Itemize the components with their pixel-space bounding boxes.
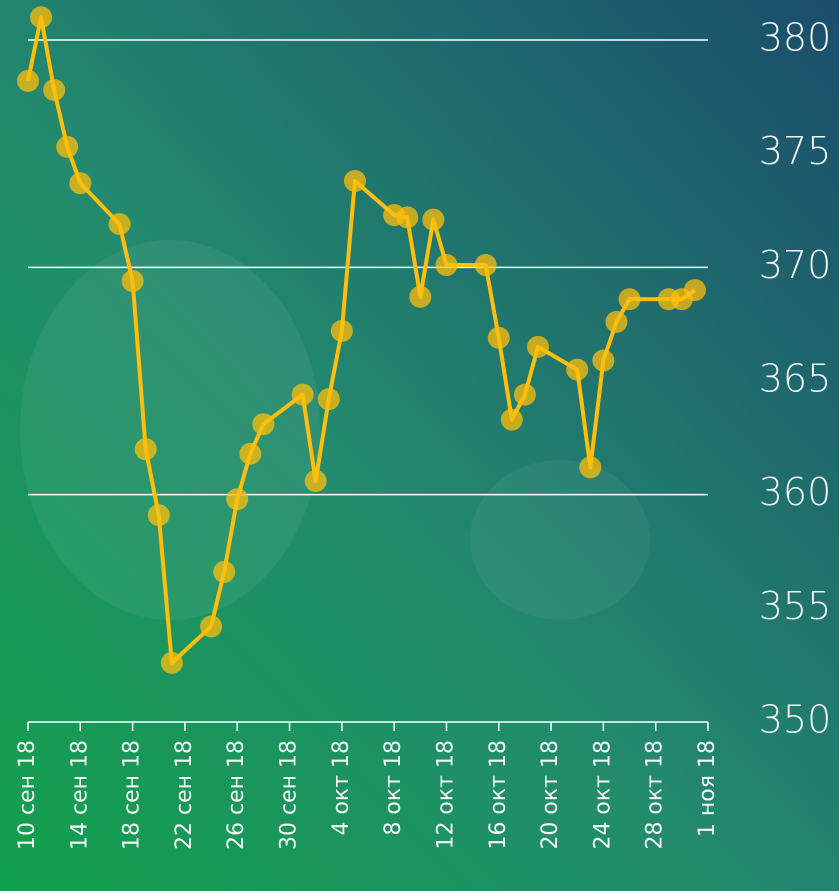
point (43, 79, 66, 102)
y-tick-label: 355 (759, 584, 832, 628)
x-tick-label: 16 окт 18 (486, 740, 511, 850)
y-tick-label: 365 (759, 357, 832, 401)
point (330, 319, 353, 342)
y-tick-label: 370 (759, 243, 832, 287)
point (160, 651, 183, 674)
point (121, 269, 144, 292)
x-tick-label: 30 сен 18 (277, 740, 302, 850)
x-tick-label: 28 окт 18 (643, 740, 668, 850)
x-tick-label: 1 ноя 18 (695, 740, 720, 837)
point (683, 279, 706, 302)
x-tick-label: 10 сен 18 (15, 740, 40, 850)
x-tick-label: 8 окт 18 (381, 740, 406, 836)
point (435, 254, 458, 277)
point (317, 388, 340, 411)
bill-seal (470, 460, 650, 620)
point (409, 285, 432, 308)
point (527, 335, 549, 358)
x-tick-label: 24 окт 18 (590, 740, 615, 850)
point (30, 6, 53, 29)
y-tick-label: 350 (759, 698, 832, 742)
point (108, 213, 131, 236)
x-tick-label: 22 сен 18 (172, 740, 197, 850)
x-tick-label: 18 сен 18 (120, 740, 145, 850)
point (239, 442, 262, 465)
point (422, 208, 445, 231)
point (291, 383, 314, 406)
point (200, 615, 223, 638)
x-tick-label: 20 окт 18 (538, 740, 563, 850)
point (213, 560, 236, 583)
point (592, 349, 615, 372)
x-tick-label: 14 сен 18 (67, 740, 92, 850)
y-tick-label: 380 (759, 16, 832, 60)
point (69, 172, 92, 195)
point (56, 135, 79, 158)
point (579, 456, 602, 479)
y-tick-label: 375 (759, 129, 832, 173)
x-tick-label: 4 окт 18 (329, 740, 354, 836)
point (252, 413, 275, 436)
point (500, 408, 523, 431)
point (605, 310, 628, 333)
y-tick-label: 360 (759, 470, 832, 514)
point (566, 358, 589, 381)
point (487, 326, 510, 349)
point (513, 383, 536, 406)
point (304, 470, 327, 493)
point (226, 488, 249, 511)
point (343, 169, 366, 192)
bill-portrait (20, 240, 320, 620)
x-tick-label: 26 сен 18 (224, 740, 249, 850)
point (474, 254, 497, 277)
point (396, 206, 419, 229)
point (618, 288, 641, 311)
line (26, 15, 697, 665)
point (134, 438, 157, 461)
point (147, 504, 170, 527)
point (17, 69, 39, 92)
x-tick-label: 12 окт 18 (433, 740, 458, 850)
